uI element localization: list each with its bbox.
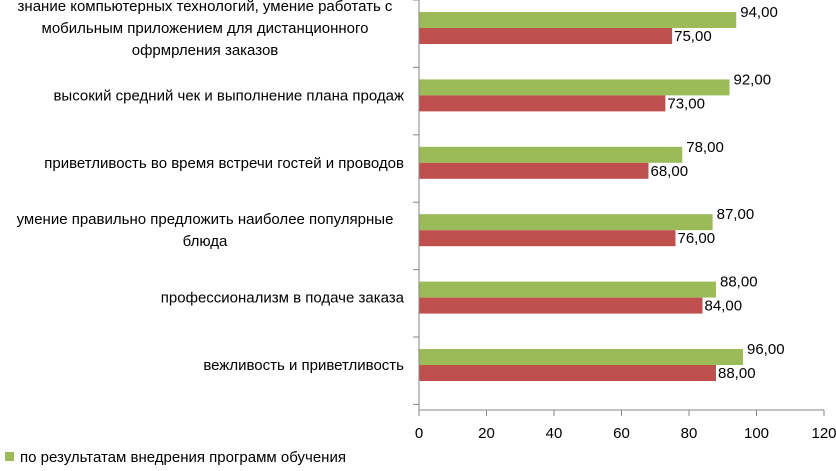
x-tick-label-100: 100 xyxy=(744,425,769,442)
value-label-series1-6: 96,00 xyxy=(747,341,785,358)
value-label-series1-1: 94,00 xyxy=(740,4,778,21)
value-label-series2-4: 76,00 xyxy=(678,230,716,247)
legend-swatch-series1 xyxy=(5,452,14,461)
bar-series1-6 xyxy=(419,349,743,365)
value-label-series2-3: 68,00 xyxy=(651,163,689,180)
category-label-4-line1: умение правильно предложить наиболее поп… xyxy=(17,211,394,228)
bar-series2-6 xyxy=(419,365,716,381)
category-label-4-line2: блюда xyxy=(183,233,228,250)
value-label-series2-5: 84,00 xyxy=(705,298,743,315)
value-label-series1-5: 88,00 xyxy=(720,274,758,291)
value-label-series2-1: 75,00 xyxy=(674,28,712,45)
bar-series2-2 xyxy=(419,95,666,112)
x-tick-label-40: 40 xyxy=(546,425,563,442)
bar-series1-4 xyxy=(419,214,713,231)
value-label-series1-3: 78,00 xyxy=(686,139,724,156)
x-tick-label-80: 80 xyxy=(681,425,698,442)
x-tick-label-120: 120 xyxy=(811,425,836,442)
category-label-5: профессионализм в подаче заказа xyxy=(161,290,405,307)
bar-series1-5 xyxy=(419,281,716,298)
value-label-series1-4: 87,00 xyxy=(717,206,755,223)
category-label-2: высокий средний чек и выполнение плана п… xyxy=(53,87,404,104)
x-tick-label-0: 0 xyxy=(415,425,423,442)
x-tick-label-60: 60 xyxy=(613,425,630,442)
value-label-series2-2: 73,00 xyxy=(667,95,705,112)
category-label-1-line2: мобильным приложением для дистанционного xyxy=(42,20,369,37)
bar-series2-3 xyxy=(419,162,649,179)
value-label-series1-2: 92,00 xyxy=(734,71,772,88)
category-label-3: приветливость во время встречи гостей и … xyxy=(44,155,404,172)
bar-series1-1 xyxy=(419,12,737,28)
bar-series2-5 xyxy=(419,297,703,314)
bar-series1-3 xyxy=(419,146,683,163)
category-label-6: вежливость и приветливость xyxy=(203,357,404,374)
bar-series1-2 xyxy=(419,79,730,96)
legend-label-series1: по результатам внедрения программ обучен… xyxy=(20,449,346,466)
bar-series2-1 xyxy=(419,28,673,44)
value-label-series2-6: 88,00 xyxy=(718,365,756,382)
x-tick-label-20: 20 xyxy=(478,425,495,442)
category-label-1-line3: офрмрления заказов xyxy=(132,42,279,59)
category-label-1-line1: знание компьютерных технологий, умение р… xyxy=(18,0,393,15)
bar-series2-4 xyxy=(419,230,676,247)
